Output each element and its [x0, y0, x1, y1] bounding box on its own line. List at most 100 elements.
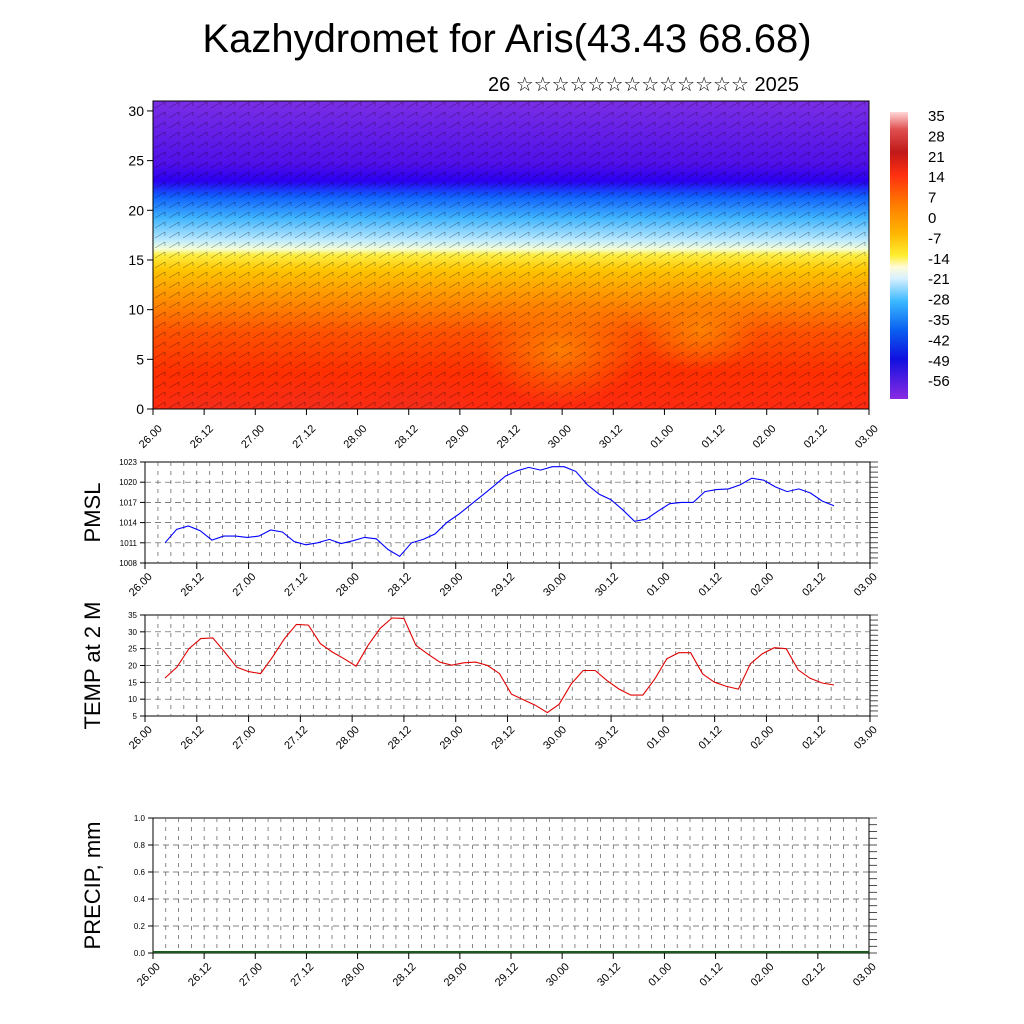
heatmap-x-tick-label: 03.00	[853, 423, 881, 451]
precip-panel: 0.0 0.2 0.4 0.6 0.8 1.0 26.00 26.12 27.00 27.12 28…	[80, 814, 879, 989]
x-tick-label: 01.12	[697, 961, 725, 989]
colorbar-label: -56	[928, 373, 950, 390]
y-tick-label: 0.4	[134, 895, 146, 904]
heatmap-y-tick-label: 30	[128, 103, 144, 119]
x-tick-label: 02.00	[748, 724, 776, 752]
x-tick-label: 30.12	[595, 961, 623, 989]
x-tick-label: 27.12	[282, 571, 310, 599]
colorbar-label: 14	[928, 169, 945, 186]
x-tick-label: 28.12	[391, 961, 419, 989]
x-tick-label: 02.00	[748, 571, 776, 599]
colorbar-label: -28	[928, 292, 950, 309]
x-tick-label: 29.00	[438, 724, 466, 752]
x-tick-label: 28.00	[334, 724, 362, 752]
x-tick-label: 28.00	[339, 961, 367, 989]
x-tick-label: 27.00	[230, 724, 258, 752]
x-tick-label: 01.12	[697, 571, 725, 599]
y-tick-label: 0.2	[134, 922, 146, 931]
heatmap-x-tick-label: 30.12	[597, 423, 625, 451]
colorbar-label: -21	[928, 271, 950, 288]
y-tick-label: 10	[128, 695, 137, 704]
heatmap-x-tick-label: 26.00	[137, 423, 165, 451]
x-tick-label: 30.00	[541, 571, 569, 599]
y-tick-label: 25	[128, 645, 137, 654]
panel-frame	[144, 461, 871, 564]
heatmap-y-tick-label: 25	[128, 153, 144, 169]
x-tick-label: 03.00	[852, 724, 880, 752]
x-tick-label: 02.12	[800, 724, 828, 752]
y-tick-label: 5	[133, 712, 138, 721]
heatmap-y-tick-label: 10	[128, 302, 144, 318]
y-tick-label: 30	[128, 628, 137, 637]
y-axis-label: PRECIP, mm	[80, 822, 105, 950]
x-tick-label: 30.12	[593, 724, 621, 752]
colorbar-label: -42	[928, 332, 950, 349]
x-tick-label: 02.12	[800, 571, 828, 599]
x-tick-label: 30.00	[544, 961, 572, 989]
y-tick-label: 1.0	[134, 814, 146, 823]
x-tick-label: 28.00	[334, 571, 362, 599]
x-tick-label: 03.00	[852, 571, 880, 599]
heatmap-x-tick-label: 01.12	[699, 423, 727, 451]
y-tick-label: 1014	[119, 519, 137, 528]
y-tick-label: 1011	[120, 539, 138, 548]
y-tick-label: 1017	[119, 498, 137, 507]
heatmap-x-tick-label: 29.12	[495, 423, 523, 451]
y-tick-label: 35	[128, 611, 137, 620]
heatmap-x-tick-label: 28.00	[341, 423, 369, 451]
colorbar-label: -49	[928, 353, 950, 370]
heatmap-x-tick-label: 27.12	[290, 423, 318, 451]
x-tick-label: 29.00	[442, 961, 470, 989]
x-tick-label: 26.12	[179, 571, 207, 599]
colorbar-label: -35	[928, 312, 950, 329]
x-tick-label: 26.00	[135, 961, 163, 989]
colorbar-scale	[890, 112, 908, 399]
y-tick-label: 0.8	[134, 841, 146, 850]
x-tick-label: 27.00	[230, 571, 258, 599]
x-tick-label: 28.12	[386, 571, 414, 599]
x-tick-label: 01.00	[646, 961, 674, 989]
x-tick-label: 01.00	[645, 724, 673, 752]
x-tick-label: 02.12	[800, 961, 828, 989]
heatmap-x-tick-label: 30.00	[546, 423, 574, 451]
colorbar-label: 35	[928, 108, 945, 125]
x-tick-label: 27.00	[237, 961, 265, 989]
x-tick-label: 03.00	[851, 961, 879, 989]
heatmap-x-tick-label: 01.00	[648, 423, 676, 451]
x-tick-label: 26.12	[186, 961, 214, 989]
heatmap-x-tick-label: 27.00	[239, 423, 267, 451]
heatmap-y-tick-label: 20	[128, 202, 144, 218]
heatmap-x-tick-label: 28.12	[393, 423, 421, 451]
x-tick-label: 29.12	[493, 961, 521, 989]
x-tick-label: 30.12	[593, 571, 621, 599]
x-tick-label: 02.00	[749, 961, 777, 989]
series-line	[164, 617, 835, 714]
x-tick-label: 27.12	[282, 724, 310, 752]
y-tick-label: 0.6	[134, 868, 146, 877]
colorbar-label: -7	[928, 230, 941, 247]
y-tick-label: 1020	[119, 478, 137, 487]
y-axis-label: TEMP at 2 M	[80, 602, 105, 730]
colorbar: 35 28 21 14 7 0 -7 -14 -21 -28 -35 -42 -49 -56	[890, 108, 950, 399]
x-tick-label: 29.00	[438, 571, 466, 599]
x-tick-label: 30.00	[541, 724, 569, 752]
heatmap-y-tick-label: 5	[136, 351, 144, 367]
temp-panel: 5 10 15 20 25 30 35 26.00 26.12 27.00 27.12 28.00 28…	[80, 602, 880, 752]
colorbar-label: 21	[928, 149, 945, 166]
y-tick-label: 1023	[119, 458, 137, 467]
x-tick-label: 01.00	[645, 571, 673, 599]
series-line	[164, 466, 835, 558]
heatmap-y-tick-label: 15	[128, 252, 144, 268]
x-tick-label: 27.12	[288, 961, 316, 989]
y-tick-label: 0.0	[134, 949, 146, 958]
page-title: Kazhydromet for Aris(43.43 68.68)	[202, 17, 812, 61]
colorbar-label: 0	[928, 210, 936, 227]
x-tick-label: 26.00	[127, 571, 155, 599]
heatmap-panel: 0 5 10 15 20 25 30 26.00 26.12 27.00 27.12 28.00 28…	[128, 100, 881, 451]
colorbar-label: 28	[928, 128, 945, 145]
y-tick-label: 20	[128, 662, 137, 671]
page-subtitle: 26 ☆☆☆☆☆☆☆☆☆☆☆☆☆ 2025	[488, 74, 799, 96]
colorbar-label: 7	[928, 190, 936, 207]
x-tick-label: 01.12	[697, 724, 725, 752]
